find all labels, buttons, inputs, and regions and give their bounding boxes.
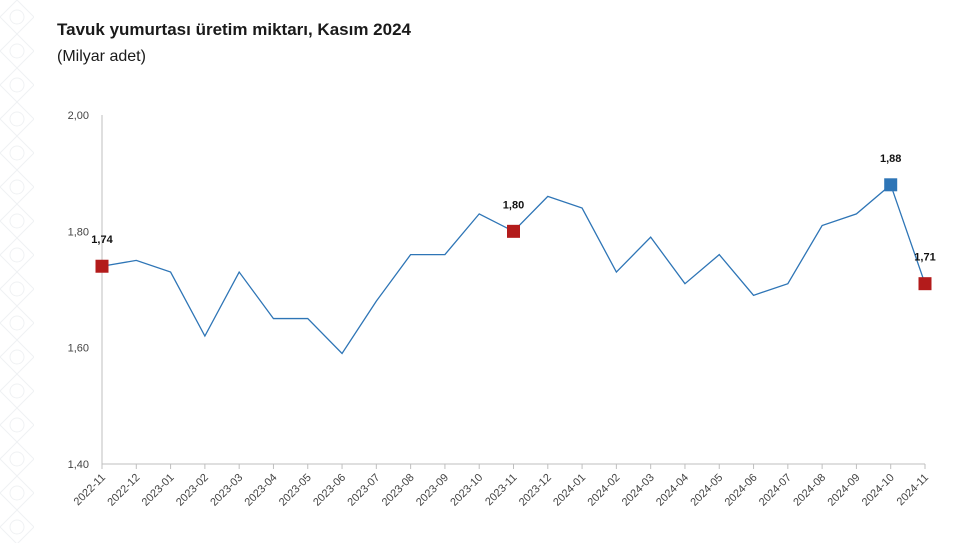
x-tick-label: 2023-11 bbox=[483, 472, 519, 508]
x-tick-label: 2022-11 bbox=[72, 472, 108, 508]
x-tick-label: 2024-02 bbox=[585, 472, 622, 509]
x-tick-label: 2024-10 bbox=[860, 472, 897, 509]
x-tick-label: 2023-10 bbox=[448, 472, 485, 509]
chart-title: Tavuk yumurtası üretim miktarı, Kasım 20… bbox=[57, 20, 412, 39]
x-tick-label: 2023-08 bbox=[380, 472, 417, 509]
x-tick-label: 2023-02 bbox=[174, 472, 211, 509]
y-tick-label: 1,40 bbox=[68, 459, 89, 471]
x-tick-label: 2024-05 bbox=[688, 472, 725, 509]
y-tick-label: 2,00 bbox=[68, 110, 89, 122]
chart-labels: 1,74 1,80 1,88 1,71 bbox=[91, 153, 935, 264]
x-tick-label: 2023-03 bbox=[208, 472, 245, 509]
decorative-pattern bbox=[0, 0, 34, 543]
x-tick-label: 2023-04 bbox=[243, 472, 280, 509]
x-tick-label: 2023-05 bbox=[277, 472, 314, 509]
data-label: 1,74 bbox=[91, 234, 113, 246]
x-tick-label: 2024-08 bbox=[791, 472, 828, 509]
highlight-marker bbox=[95, 259, 109, 273]
data-label: 1,71 bbox=[914, 252, 935, 264]
x-tick-label: 2022-12 bbox=[105, 472, 142, 509]
chart-marks bbox=[95, 178, 932, 291]
y-tick-label: 1,60 bbox=[68, 343, 89, 355]
highlight-marker bbox=[507, 224, 520, 238]
x-tick-label: 2023-07 bbox=[345, 472, 382, 509]
x-tick-label: 2024-11 bbox=[895, 472, 931, 508]
x-tick-label: 2023-01 bbox=[140, 472, 177, 509]
x-tick-label: 2024-03 bbox=[620, 472, 657, 509]
highlight-marker bbox=[884, 178, 898, 192]
data-label: 1,88 bbox=[880, 153, 901, 165]
data-label: 1,80 bbox=[503, 199, 524, 211]
x-tick-label: 2024-09 bbox=[826, 472, 863, 509]
x-tick-label: 2023-12 bbox=[517, 472, 554, 509]
chart-axes: 1,401,601,802,002022-112022-122023-01202… bbox=[68, 110, 932, 509]
x-tick-label: 2024-04 bbox=[654, 472, 691, 509]
x-tick-label: 2024-01 bbox=[551, 472, 588, 509]
y-tick-label: 1,80 bbox=[68, 226, 89, 238]
x-tick-label: 2024-06 bbox=[723, 472, 760, 509]
x-tick-label: 2023-09 bbox=[414, 472, 451, 509]
highlight-marker bbox=[918, 277, 932, 291]
x-tick-label: 2023-06 bbox=[311, 472, 348, 509]
x-tick-label: 2024-07 bbox=[757, 472, 794, 509]
chart-subtitle: (Milyar adet) bbox=[57, 48, 146, 65]
